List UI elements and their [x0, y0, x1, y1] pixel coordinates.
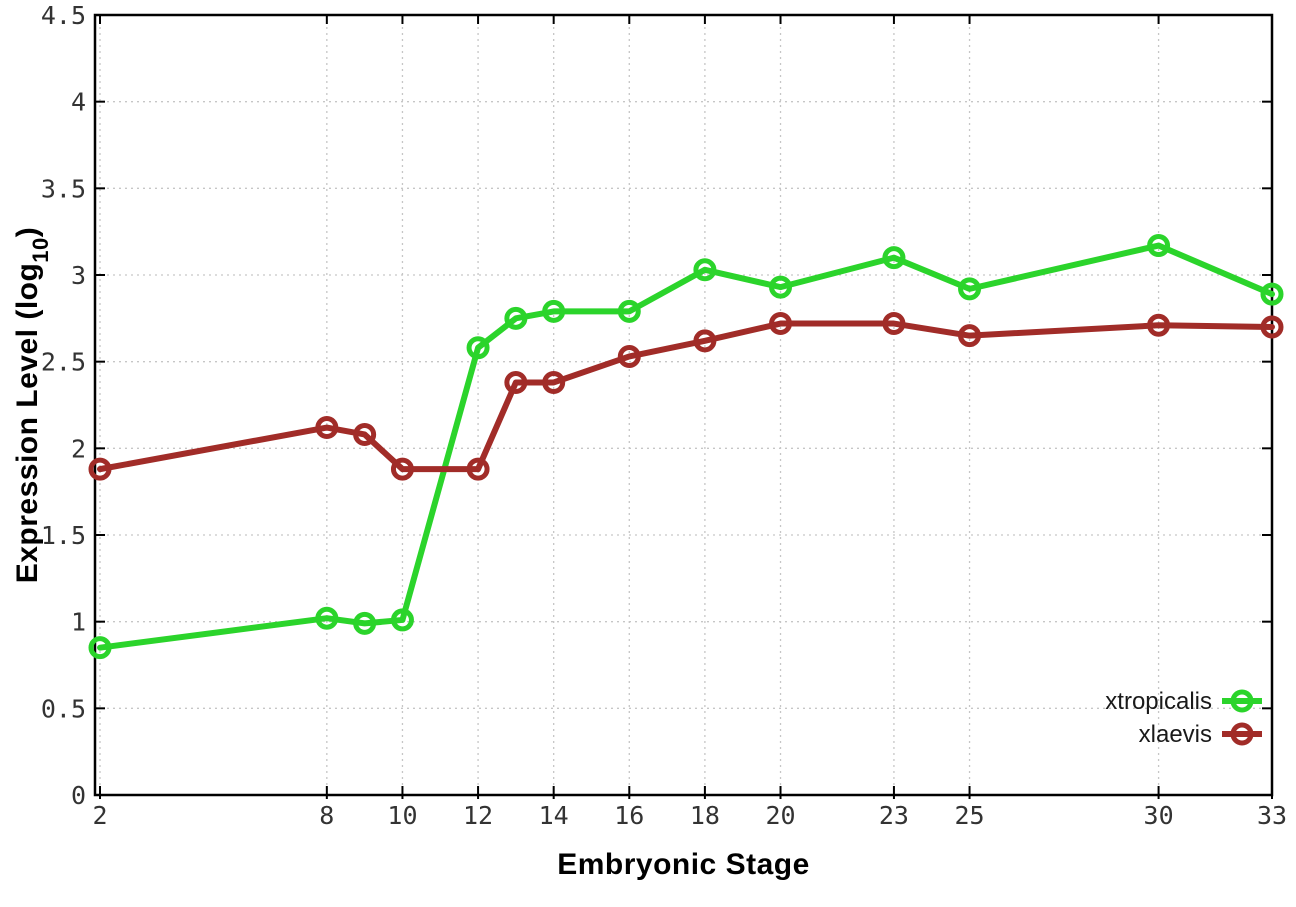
series-line-xtropicalis [97, 242, 1275, 651]
y-tick-label: 0.5 [41, 694, 86, 723]
data-point-xtropicalis [617, 299, 641, 323]
x-tick-label: 14 [539, 801, 569, 830]
data-point-xtropicalis [466, 336, 490, 360]
x-tick-label: 8 [319, 801, 334, 830]
data-point-xtropicalis [769, 275, 793, 299]
data-point-xtropicalis [88, 636, 112, 660]
data-point-xtropicalis [693, 258, 717, 282]
x-tick-label: 30 [1144, 801, 1174, 830]
data-point-xlaevis [315, 416, 339, 440]
y-axis-title: Expression Level (log10) [11, 226, 53, 584]
y-tick-label: 4.5 [41, 1, 86, 30]
x-tick-label: 10 [387, 801, 417, 830]
data-point-xlaevis [769, 312, 793, 336]
data-point-xtropicalis [315, 606, 339, 630]
data-point-xtropicalis [390, 608, 414, 632]
data-point-xtropicalis [542, 299, 566, 323]
x-tick-label: 12 [463, 801, 493, 830]
data-point-xlaevis [390, 457, 414, 481]
y-tick-label: 4 [71, 88, 86, 117]
legend-label-xtropicalis: xtropicalis [1105, 688, 1212, 715]
y-axis-title-suffix: ) [11, 226, 44, 238]
data-point-xtropicalis [1147, 234, 1171, 258]
x-tick-label: 16 [614, 801, 644, 830]
y-axis-title-subscript: 10 [28, 237, 53, 263]
y-tick-label: 1.5 [41, 521, 86, 550]
data-point-xtropicalis [958, 277, 982, 301]
plot-border [93, 13, 1274, 797]
y-tick-label: 0 [71, 781, 86, 810]
y-tick-label: 3.5 [41, 174, 86, 203]
data-point-xlaevis [617, 344, 641, 368]
y-tick-label: 2.5 [41, 348, 86, 377]
legend-sample-marker-xlaevis [1230, 722, 1254, 746]
data-point-xlaevis [1147, 313, 1171, 337]
x-tick-label: 2 [92, 801, 107, 830]
data-point-xlaevis [693, 329, 717, 353]
data-point-xlaevis [1260, 315, 1284, 339]
data-point-xtropicalis [504, 306, 528, 330]
x-tick-label: 33 [1257, 801, 1287, 830]
y-tick-label: 1 [71, 608, 86, 637]
data-point-xlaevis [882, 312, 906, 336]
data-point-xlaevis [958, 324, 982, 348]
x-tick-label: 20 [765, 801, 795, 830]
series-line-xlaevis [97, 320, 1275, 473]
data-point-xtropicalis [1260, 282, 1284, 306]
x-tick-label: 18 [690, 801, 720, 830]
data-point-xtropicalis [353, 611, 377, 635]
y-tick-label: 2 [71, 434, 86, 463]
x-axis-title: Embryonic Stage [557, 848, 810, 881]
data-point-xtropicalis [882, 246, 906, 270]
x-tick-label: 23 [879, 801, 909, 830]
data-point-xlaevis [466, 457, 490, 481]
legend-label-xlaevis: xlaevis [1139, 721, 1212, 748]
data-point-xlaevis [542, 370, 566, 394]
data-point-xlaevis [504, 370, 528, 394]
x-tick-label: 25 [954, 801, 984, 830]
y-axis-title-prefix: Expression Level (log [11, 262, 44, 584]
legend-sample-marker-xtropicalis [1230, 689, 1254, 713]
data-point-xlaevis [88, 457, 112, 481]
data-point-xlaevis [353, 422, 377, 446]
y-tick-label: 3 [71, 261, 86, 290]
